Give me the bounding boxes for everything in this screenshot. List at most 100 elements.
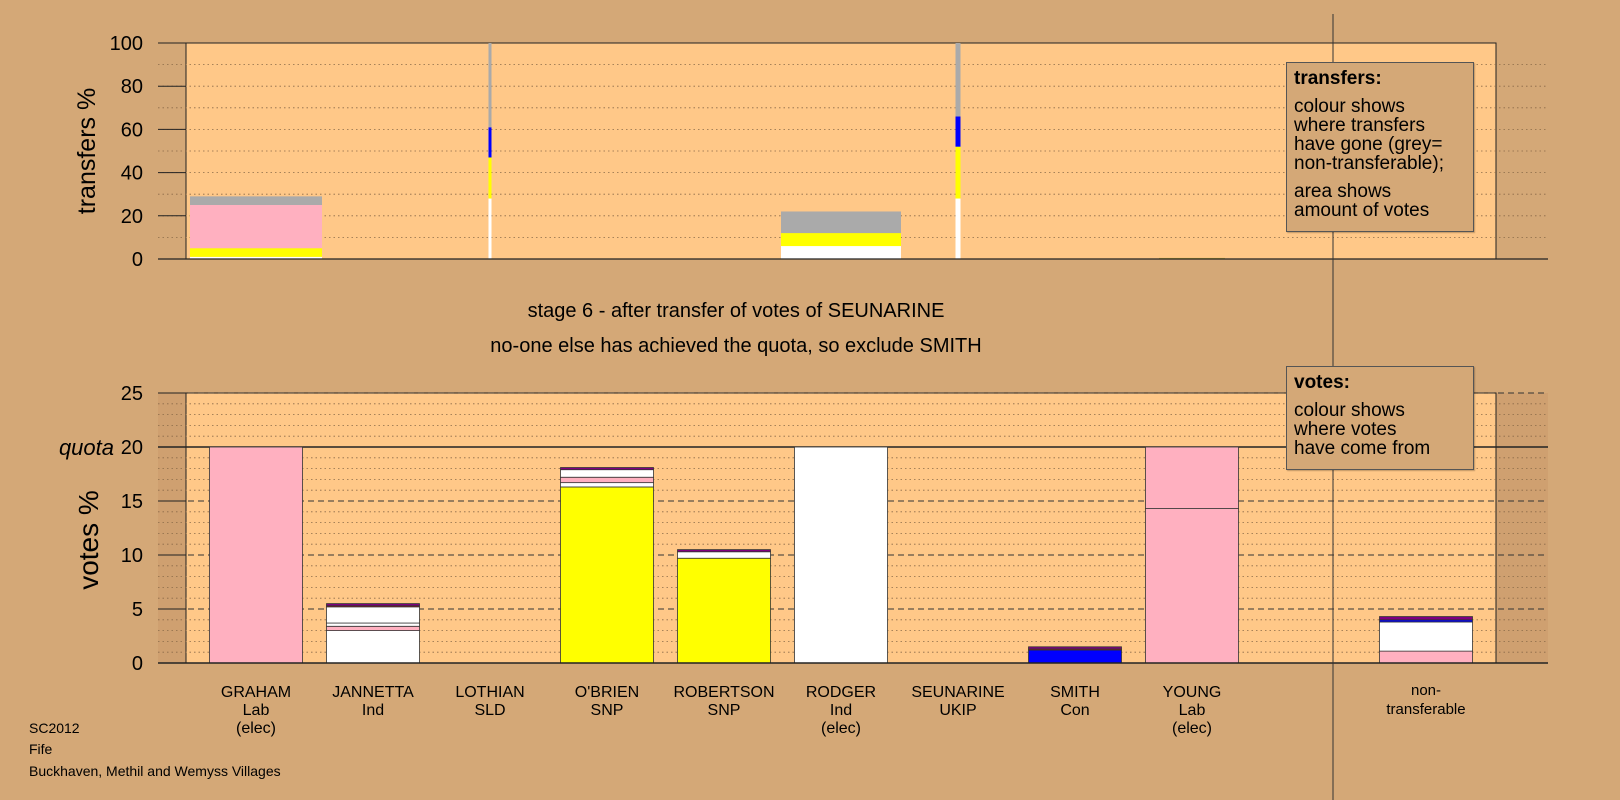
transfers-tick-label: 20 (121, 206, 143, 228)
votes-tick-label: 15 (121, 491, 143, 513)
candidate-name-label: LOTHIAN (455, 684, 524, 701)
candidate-party-label: Ind (830, 702, 852, 719)
vote-bar-segment (326, 630, 420, 664)
candidate-party-label: Lab (1179, 702, 1206, 719)
votes-legend-title: votes: (1294, 372, 1350, 393)
transfer-bar-segment (955, 116, 961, 147)
candidate-party-label: SNP (708, 702, 741, 719)
votes-legend-line: colour shows (1294, 400, 1405, 421)
vote-bar-robertson (677, 549, 771, 664)
transfers-legend-line: non-transferable); (1294, 153, 1444, 174)
vote-bar-segment (326, 606, 420, 624)
candidate-name-label: SMITH (1050, 684, 1100, 701)
candidate-name-label: ROBERTSON (673, 684, 774, 701)
vote-bar-segment (1379, 616, 1473, 621)
transfers-legend-line: amount of votes (1294, 200, 1430, 221)
votes-tick-label: 25 (121, 383, 143, 405)
vote-bar-segment (1028, 646, 1122, 650)
vote-bar-segment (560, 486, 654, 664)
votes-tick-label: 20 (121, 437, 143, 459)
transfer-bar-graham (190, 196, 322, 259)
transfers-legend-para1: colour shows where transfers have gone (… (1294, 97, 1466, 173)
nontransferable-label: transferable (1386, 701, 1465, 718)
transfers-legend-para2: area shows amount of votes (1294, 182, 1466, 220)
footer-ward: Buckhaven, Methil and Wemyss Villages (29, 763, 281, 779)
vote-bar-smith (1028, 646, 1122, 664)
transfer-bar-segment (190, 205, 322, 249)
votes-side-area-left (158, 393, 186, 663)
vote-bar-segment (209, 446, 303, 664)
votes-axis-label: votes % (73, 490, 104, 590)
transfer-bar-segment (955, 198, 961, 259)
transfer-bar-segment (781, 233, 901, 247)
candidate-status-label: (elec) (1172, 720, 1212, 737)
vote-bar-segment (1379, 650, 1473, 664)
candidate-name-label: GRAHAM (221, 684, 291, 701)
vote-bar-segment (677, 551, 771, 559)
vote-bar-segment (560, 469, 654, 478)
transfers-tick-label: 80 (121, 76, 143, 98)
transfers-legend-line: colour shows (1294, 96, 1405, 117)
candidate-name-label: SEUNARINE (911, 684, 1004, 701)
transfer-bar-segment (488, 157, 492, 199)
transfer-bar-segment (955, 146, 961, 199)
transfers-tick-label: 40 (121, 163, 143, 185)
transfer-bar-segment (488, 43, 492, 128)
transfer-bar-segment (781, 211, 901, 234)
stage-caption: stage 6 - after transfer of votes of SEU… (527, 300, 945, 322)
vote-bar-nontransferable (1379, 616, 1473, 664)
vote-bar-segment (677, 549, 771, 553)
votes-legend-line: where votes (1294, 419, 1397, 440)
vote-bar-segment (794, 446, 888, 664)
transfer-bar-segment (488, 127, 492, 158)
candidate-party-label: UKIP (939, 702, 976, 719)
votes-legend-para1: colour shows where votes have come from (1294, 401, 1466, 458)
votes-legend: votes: colour shows where votes have com… (1286, 366, 1474, 470)
vote-bar-segment (1145, 508, 1239, 664)
transfer-bar-segment (955, 43, 961, 117)
vote-bar-segment (326, 625, 420, 632)
votes-tick-label: 10 (121, 545, 143, 567)
candidate-party-label: SNP (591, 702, 624, 719)
transfer-bar-segment (190, 248, 322, 257)
transfer-bar-segment (781, 246, 901, 259)
candidate-name-label: JANNETTA (332, 684, 414, 701)
vote-bar-young (1145, 446, 1239, 664)
vote-bar-segment (1145, 446, 1239, 509)
vote-bar-rodger (794, 446, 888, 664)
vote-bar-segment (560, 476, 654, 484)
transfers-legend: transfers: colour shows where transfers … (1286, 62, 1474, 232)
transfers-tick-label: 60 (121, 119, 143, 141)
votes-tick-label: 5 (132, 599, 143, 621)
votes-legend-line: have come from (1294, 438, 1431, 459)
votes-side-area-right (1496, 393, 1548, 663)
footer-election: SC2012 (29, 720, 80, 736)
transfer-bar-lothian (488, 43, 492, 259)
vote-bar-segment (326, 622, 420, 627)
vote-bar-segment (677, 557, 771, 664)
transfer-bar-seunarine (955, 43, 961, 259)
vote-bar-graham (209, 446, 303, 664)
candidate-status-label: (elec) (236, 720, 276, 737)
transfers-axis-label: transfers % (73, 88, 101, 214)
candidate-party-label: SLD (474, 702, 505, 719)
transfer-bar-segment (190, 256, 322, 259)
nontransferable-label: non- (1411, 682, 1441, 699)
candidate-status-label: (elec) (821, 720, 861, 737)
candidate-party-label: Con (1060, 702, 1089, 719)
transfer-bar-segment (190, 196, 322, 205)
footer-council: Fife (29, 741, 53, 757)
candidate-name-label: O'BRIEN (575, 684, 639, 701)
candidate-party-label: Ind (362, 702, 384, 719)
votes-tick-label: 0 (132, 653, 143, 675)
transfer-bar-segment (488, 198, 492, 259)
vote-bar-segment (1028, 649, 1122, 664)
transfers-tick-label: 100 (110, 33, 143, 55)
transfers-legend-title: transfers: (1294, 68, 1382, 89)
transfers-legend-line: area shows (1294, 181, 1392, 202)
vote-bar-segment (560, 467, 654, 471)
candidate-party-label: Lab (243, 702, 270, 719)
candidate-name-label: YOUNG (1163, 684, 1222, 701)
transfers-legend-line: have gone (grey= (1294, 134, 1443, 155)
